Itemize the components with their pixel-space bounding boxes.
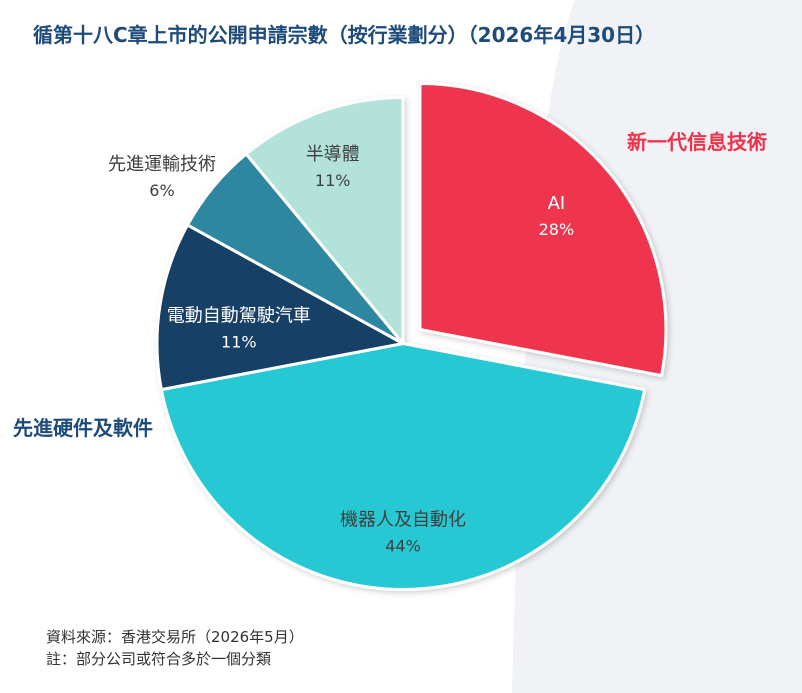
slice-percent-label-2: 44% — [385, 536, 421, 555]
annotation-advanced-hardware-software: 先進硬件及軟件 — [13, 416, 153, 440]
slice-label-3: 電動自動駕駛汽車 — [167, 306, 311, 327]
footnotes: 資料來源：香港交易所（2026年5月） 註：部分公司或符合多於一個分類 — [46, 626, 304, 670]
pie-slice-3 — [155, 223, 405, 392]
classification-note: 註：部分公司或符合多於一個分類 — [46, 650, 272, 668]
chart-title: 循第十八C章上市的公開申請宗數（按行業劃分）（2026年4月30日） — [33, 23, 656, 47]
slice-label-2: 機器人及自動化 — [340, 509, 466, 530]
source-note: 資料來源：香港交易所（2026年5月） — [46, 628, 304, 646]
slice-label-1: AI — [548, 193, 566, 214]
slice-label-5: 半導體 — [306, 144, 360, 165]
pie-slice-1 — [418, 81, 668, 378]
slice-percent-label-1: 28% — [539, 220, 575, 239]
pie-slice-5 — [244, 96, 405, 345]
slice-percent-label-4: 6% — [149, 181, 174, 200]
pie-labels: AI 28% 機器人及自動化 44% 電動自動駕駛汽車 11% 先進運輸技術 6% 半導體 11% — [108, 144, 574, 555]
annotation-new-generation-it: 新一代信息技術 — [627, 130, 767, 154]
slice-percent-label-3: 11% — [221, 333, 257, 352]
pie-slice-2 — [159, 342, 647, 591]
slice-label-4: 先進運輸技術 — [108, 154, 216, 175]
pie-chart — [155, 81, 668, 591]
slice-percent-label-5: 11% — [315, 171, 351, 190]
